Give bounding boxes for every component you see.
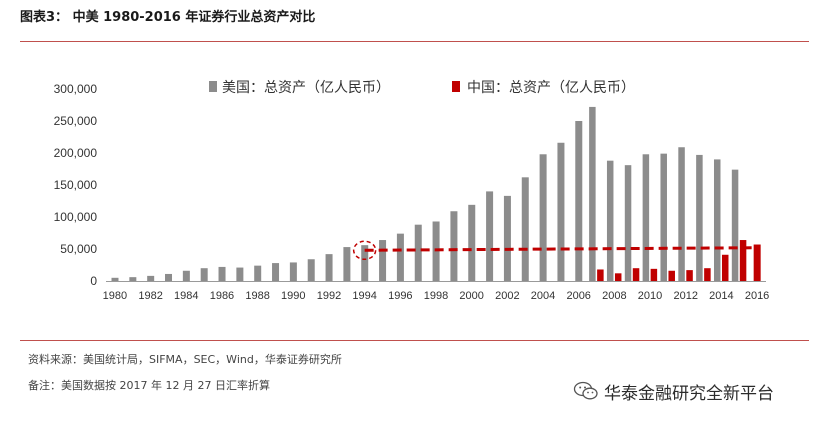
bar-us: [539, 154, 547, 281]
bar-china: [704, 268, 711, 281]
y-tick-label: 150,000: [54, 178, 98, 192]
bar-china: [686, 270, 693, 281]
bar-us: [254, 265, 262, 281]
bar-us: [557, 142, 565, 281]
bar-us: [624, 165, 632, 281]
y-tick-label: 300,000: [54, 82, 98, 96]
bar-china: [632, 268, 640, 281]
bar-china: [753, 244, 761, 281]
remark-note: 备注：美国数据按 2017 年 12 月 27 日汇率折算: [28, 379, 270, 392]
x-tick-label: 1992: [317, 290, 341, 302]
x-tick-label: 2004: [531, 290, 555, 302]
bar-us: [521, 177, 529, 281]
x-tick-label: 1988: [245, 290, 269, 302]
bar-us: [589, 106, 596, 281]
source-note: 资料来源：美国统计局，SIFMA，SEC，Wind，华泰证券研究所: [28, 353, 342, 366]
x-tick-label: 1984: [174, 290, 198, 302]
x-tick-label: 2002: [495, 290, 519, 302]
bar-us: [236, 267, 244, 281]
x-tick-label: 1986: [210, 290, 234, 302]
bar-us: [486, 191, 494, 281]
bar-chart: 0 50,000 100,000 150,000 200,000 250,000 300,0…: [54, 79, 770, 302]
x-tick-label: 2012: [673, 290, 697, 302]
y-tick-label: 100,000: [54, 210, 98, 224]
y-tick-label: 50,000: [60, 242, 97, 256]
highlight-circle: [352, 240, 377, 261]
bar-us: [182, 270, 190, 281]
title-divider: [20, 41, 809, 42]
x-tick-label: 1982: [138, 290, 162, 302]
bar-us: [147, 275, 155, 281]
footer-divider: [20, 340, 809, 341]
bar-china: [739, 240, 747, 281]
legend-swatch-china: [452, 81, 460, 92]
bar-us: [731, 169, 739, 281]
bar-us: [111, 277, 119, 281]
legend-label-us: 美国：总资产（亿人民币）: [222, 79, 390, 95]
bar-us: [678, 147, 685, 281]
bar-us: [575, 121, 583, 281]
bar-china: [721, 254, 729, 281]
bar-us: [289, 262, 297, 281]
x-tick-label: 2000: [459, 290, 483, 302]
bar-us: [165, 273, 173, 281]
bar-us: [307, 259, 315, 281]
bar-us: [468, 204, 476, 281]
x-tick-label: 2014: [709, 290, 733, 302]
bar-us: [414, 224, 422, 281]
x-tick-label: 1998: [424, 290, 448, 302]
bar-us: [713, 159, 721, 281]
bar-china: [668, 270, 675, 281]
bar-china: [614, 273, 622, 281]
x-tick-label: 1996: [388, 290, 412, 302]
bar-us: [200, 268, 208, 281]
bar-us: [696, 154, 703, 281]
legend-swatch-us: [209, 81, 217, 92]
bar-us: [361, 245, 369, 281]
trend-dashed-line: [364, 246, 758, 252]
bar-china: [650, 268, 658, 281]
x-tick-label: 2010: [638, 290, 662, 302]
bar-us: [379, 240, 387, 281]
x-tick-label: 2006: [566, 290, 590, 302]
bar-us: [129, 277, 137, 281]
bar-us: [450, 211, 458, 281]
chart-title: 图表3： 中美 1980-2016 年证券行业总资产对比: [20, 10, 316, 25]
y-tick-label: 0: [90, 274, 97, 288]
watermark-text: 华泰金融研究全新平台: [604, 384, 774, 404]
bar-us: [660, 153, 667, 281]
bar-us: [272, 263, 280, 281]
legend-label-china: 中国：总资产（亿人民币）: [467, 79, 635, 95]
y-tick-label: 250,000: [54, 114, 98, 128]
bar-us: [396, 233, 404, 281]
y-tick-label: 200,000: [54, 146, 98, 160]
x-tick-label: 1994: [352, 290, 376, 302]
bar-us: [606, 160, 614, 281]
bar-us: [642, 154, 650, 281]
x-tick-label: 1980: [103, 290, 127, 302]
bar-us: [503, 195, 511, 281]
wechat-icon: [573, 381, 598, 400]
bar-us: [218, 266, 226, 281]
x-tick-label: 1990: [281, 290, 305, 302]
bar-us: [343, 247, 351, 281]
x-tick-label: 2008: [602, 290, 626, 302]
bar-china: [597, 269, 604, 281]
bar-us: [325, 254, 333, 281]
x-tick-label: 2016: [745, 290, 769, 302]
